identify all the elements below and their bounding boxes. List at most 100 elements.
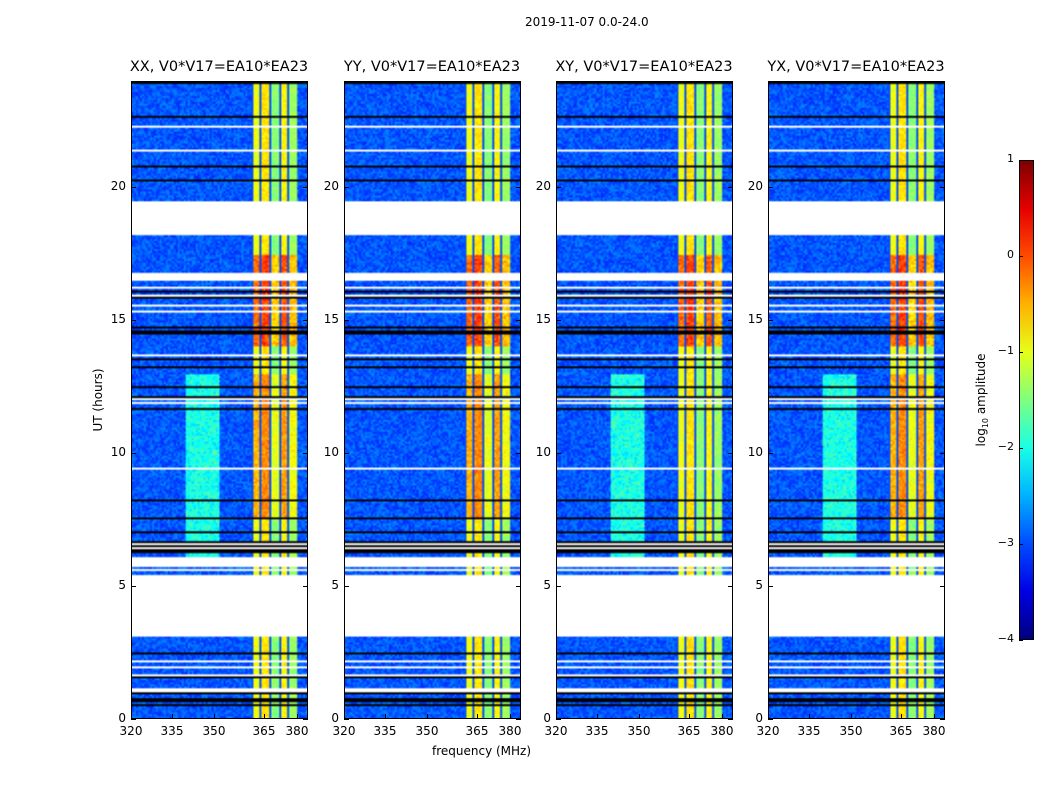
y-tick-label: 20 bbox=[110, 179, 126, 194]
y-tick-label: 10 bbox=[110, 445, 126, 460]
y-tick bbox=[131, 719, 136, 720]
y-tick bbox=[131, 320, 136, 322]
x-tick bbox=[851, 714, 852, 719]
x-tick bbox=[172, 714, 173, 719]
colorbar-tick-label: −4 bbox=[997, 632, 1014, 645]
y-tick bbox=[768, 586, 773, 588]
figure-title: 2019-11-07 0.0-24.0 bbox=[525, 15, 649, 29]
y-tick bbox=[344, 453, 349, 455]
x-tick-label: 365 bbox=[889, 724, 913, 738]
colorbar-tick bbox=[1019, 352, 1023, 353]
y-tick-label: 15 bbox=[747, 312, 763, 327]
heatmap-panel-xx bbox=[131, 81, 308, 719]
y-tick-label: 15 bbox=[110, 312, 126, 327]
panel-title-yy: YY, V0*V17=EA10*EA23 bbox=[343, 59, 521, 75]
heatmap-cells bbox=[345, 82, 520, 718]
colorbar-tick-label: 1 bbox=[1007, 152, 1014, 165]
y-tick bbox=[940, 187, 945, 189]
y-tick-label: 10 bbox=[747, 445, 763, 460]
y-tick bbox=[768, 187, 773, 189]
y-tick bbox=[516, 586, 521, 588]
panel-title-yx: YX, V0*V17=EA10*EA23 bbox=[767, 59, 945, 75]
y-tick bbox=[728, 586, 733, 588]
y-tick bbox=[556, 187, 561, 189]
x-tick-label: 350 bbox=[202, 724, 226, 738]
x-tick-label: 365 bbox=[677, 724, 701, 738]
y-tick-label: 20 bbox=[747, 179, 763, 194]
x-tick-label: 335 bbox=[797, 724, 821, 738]
y-tick bbox=[728, 320, 733, 322]
colorbar bbox=[1019, 160, 1034, 640]
y-axis-label: UT (hours) bbox=[91, 368, 105, 432]
y-tick-label: 20 bbox=[535, 179, 551, 194]
x-tick-label: 335 bbox=[160, 724, 184, 738]
x-tick bbox=[427, 714, 428, 719]
x-tick-label: 365 bbox=[252, 724, 276, 738]
heatmap-cells bbox=[769, 82, 944, 718]
y-tick bbox=[940, 586, 945, 588]
y-tick bbox=[131, 586, 136, 588]
x-tick bbox=[344, 714, 345, 719]
x-tick bbox=[768, 714, 769, 719]
colorbar-label: log10 amplitude bbox=[973, 353, 991, 447]
x-tick-label: 380 bbox=[498, 724, 522, 738]
heatmap-panel-yx bbox=[768, 81, 945, 719]
y-tick bbox=[131, 187, 136, 189]
y-tick bbox=[768, 453, 773, 455]
x-tick bbox=[809, 714, 810, 719]
x-tick bbox=[901, 714, 902, 719]
x-tick bbox=[385, 714, 386, 719]
x-tick bbox=[556, 714, 557, 719]
x-tick-label: 320 bbox=[544, 724, 568, 738]
y-tick bbox=[728, 719, 733, 720]
y-tick bbox=[344, 187, 349, 189]
y-tick bbox=[344, 586, 349, 588]
y-tick bbox=[940, 320, 945, 322]
x-tick-label: 350 bbox=[415, 724, 439, 738]
y-tick bbox=[303, 453, 308, 455]
y-tick-label: 15 bbox=[535, 312, 551, 327]
y-tick bbox=[768, 719, 773, 720]
y-tick-label: 20 bbox=[323, 179, 339, 194]
y-tick bbox=[303, 187, 308, 189]
y-tick bbox=[303, 719, 308, 720]
y-tick-label: 10 bbox=[323, 445, 339, 460]
x-tick-label: 335 bbox=[585, 724, 609, 738]
y-tick bbox=[303, 320, 308, 322]
x-tick bbox=[722, 714, 723, 719]
y-tick-label: 0 bbox=[331, 711, 339, 725]
y-tick bbox=[728, 453, 733, 455]
x-tick bbox=[510, 714, 511, 719]
x-tick-label: 320 bbox=[119, 724, 143, 738]
x-tick-label: 380 bbox=[285, 724, 309, 738]
colorbar-tick bbox=[1019, 448, 1023, 449]
y-tick bbox=[303, 586, 308, 588]
y-tick-label: 5 bbox=[331, 578, 339, 593]
y-tick bbox=[768, 320, 773, 322]
y-tick bbox=[556, 586, 561, 588]
x-tick-label: 365 bbox=[465, 724, 489, 738]
x-tick-label: 350 bbox=[627, 724, 651, 738]
y-tick bbox=[131, 453, 136, 455]
x-tick bbox=[597, 714, 598, 719]
colorbar-tick-label: −1 bbox=[997, 344, 1014, 357]
x-tick bbox=[477, 714, 478, 719]
x-tick bbox=[214, 714, 215, 719]
y-tick bbox=[344, 719, 349, 720]
y-tick-label: 0 bbox=[755, 711, 763, 725]
heatmap-panel-xy bbox=[556, 81, 733, 719]
colorbar-tick bbox=[1019, 160, 1023, 161]
y-tick bbox=[516, 320, 521, 322]
y-tick-label: 15 bbox=[323, 312, 339, 327]
heatmap-cells bbox=[557, 82, 732, 718]
panel-title-xy: XY, V0*V17=EA10*EA23 bbox=[555, 59, 733, 75]
y-tick bbox=[940, 719, 945, 720]
y-tick bbox=[516, 719, 521, 720]
y-tick-label: 5 bbox=[543, 578, 551, 593]
colorbar-tick-label: 0 bbox=[1007, 248, 1014, 261]
y-tick-label: 0 bbox=[118, 711, 126, 725]
colorbar-tick bbox=[1019, 256, 1023, 257]
y-tick-label: 10 bbox=[535, 445, 551, 460]
colorbar-tick bbox=[1019, 640, 1023, 641]
x-tick bbox=[689, 714, 690, 719]
